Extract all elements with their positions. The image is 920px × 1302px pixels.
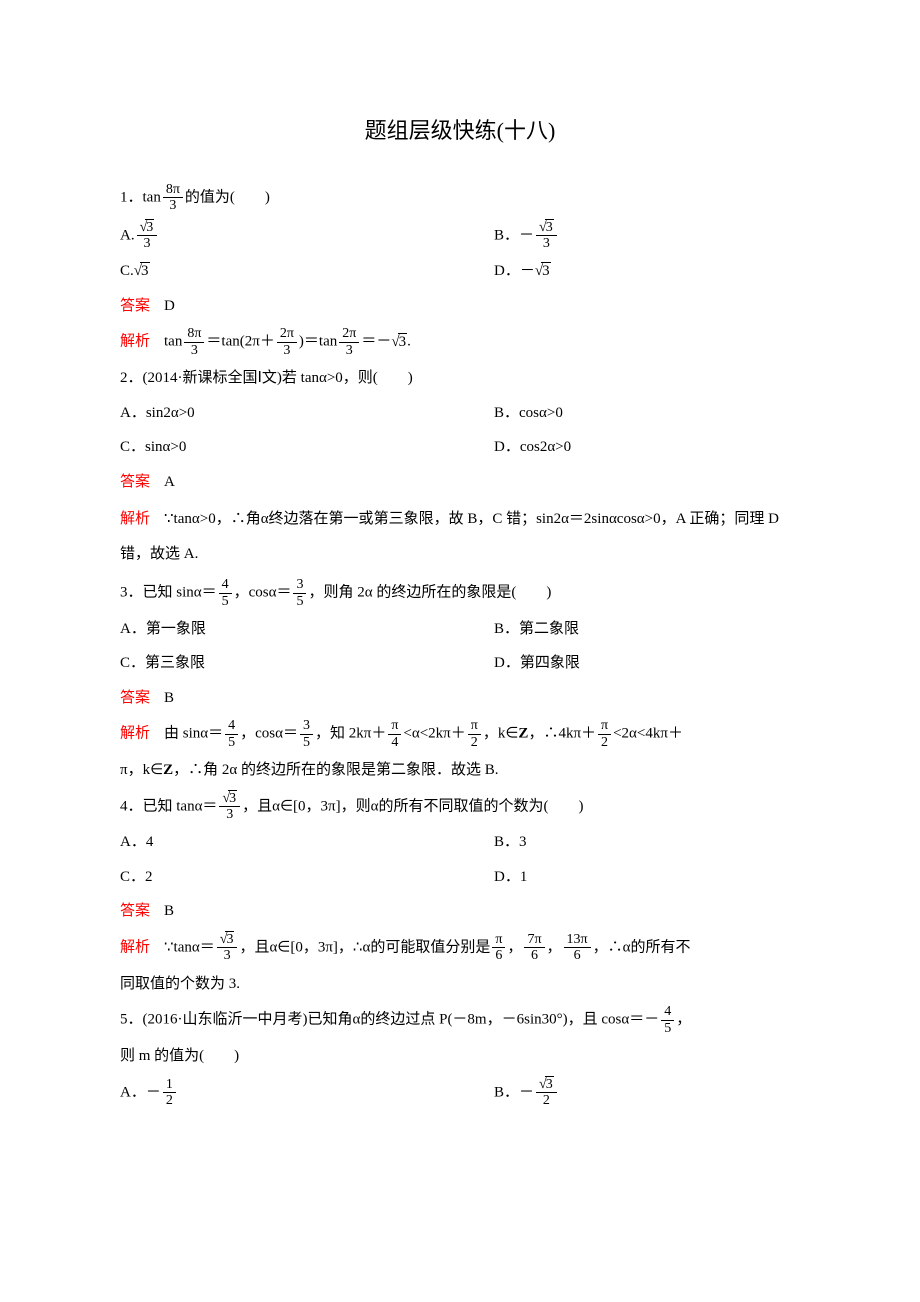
q2-options-row1: A．sin2α>0 B．cosα>0 (120, 399, 800, 428)
q2-answer: 答案A (120, 468, 800, 497)
answer-label: 答案 (120, 474, 150, 490)
answer-label: 答案 (120, 298, 150, 314)
q4-optB: B．3 (494, 828, 800, 857)
q1-optD: D．－3 (494, 257, 800, 286)
q3-options-row1: A．第一象限 B．第二象限 (120, 615, 800, 644)
q1-tail: 的值为( ) (185, 189, 270, 205)
q4-optD: D．1 (494, 863, 800, 892)
q2-optC: C．sinα>0 (120, 433, 494, 462)
analysis-label: 解析 (120, 511, 150, 527)
analysis-label: 解析 (120, 726, 150, 742)
q2-options-row2: C．sinα>0 D．cos2α>0 (120, 433, 800, 462)
q5-stem-l2: 则 m 的值为( ) (120, 1042, 800, 1071)
q5-optA: A．－12 (120, 1077, 494, 1109)
q1-answer: 答案D (120, 292, 800, 321)
question-1: 1．tan8π3的值为( ) A.33 B．－33 C.3 D．－3 答案D 解… (120, 182, 800, 358)
q2-optB: B．cosα>0 (494, 399, 800, 428)
q4-options-row1: A．4 B．3 (120, 828, 800, 857)
page-title: 题组层级快练(十八) (120, 110, 800, 152)
q4-analysis-l1: 解析∵tanα＝33，且α∈[0，3π]，∴α的可能取值分别是π6，7π6，13… (120, 932, 800, 964)
q3-optD: D．第四象限 (494, 649, 800, 678)
question-2: 2．(2014·新课标全国Ⅰ文)若 tanα>0，则( ) A．sin2α>0 … (120, 364, 800, 571)
q3-options-row2: C．第三象限 D．第四象限 (120, 649, 800, 678)
question-4: 4．已知 tanα＝33，且α∈[0，3π]，则α的所有不同取值的个数为( ) … (120, 791, 800, 999)
answer-label: 答案 (120, 903, 150, 919)
q1-optA: A.33 (120, 220, 494, 252)
q2-optA: A．sin2α>0 (120, 399, 494, 428)
q5-options-row1: A．－12 B．－32 (120, 1077, 800, 1109)
q3-stem: 3．已知 sinα＝45，cosα＝35，则角 2α 的终边所在的象限是( ) (120, 577, 800, 609)
q1-options-row2: C.3 D．－3 (120, 257, 800, 286)
q5-optB: B．－32 (494, 1077, 800, 1109)
analysis-label: 解析 (120, 939, 150, 955)
q2-analysis: 解析∵tanα>0，∴角α终边落在第一或第三象限，故 B，C 错；sin2α＝2… (120, 502, 800, 571)
answer-label: 答案 (120, 690, 150, 706)
q2-optD: D．cos2α>0 (494, 433, 800, 462)
analysis-label: 解析 (120, 334, 150, 350)
q5-stem-l1: 5．(2016·山东临沂一中月考)已知角α的终边过点 P(－8m，－6sin30… (120, 1004, 800, 1036)
q3-optC: C．第三象限 (120, 649, 494, 678)
q1-frac: 8π3 (163, 182, 183, 214)
q1-optB: B．－33 (494, 220, 800, 252)
q1-analysis: 解析tan8π3＝tan(2π＋2π3)＝tan2π3＝－3. (120, 326, 800, 358)
q3-analysis-l1: 解析由 sinα＝45，cosα＝35，知 2kπ＋π4<α<2kπ＋π2，k∈… (120, 718, 800, 750)
q1-optC: C.3 (120, 257, 494, 286)
q4-stem: 4．已知 tanα＝33，且α∈[0，3π]，则α的所有不同取值的个数为( ) (120, 791, 800, 823)
q3-optB: B．第二象限 (494, 615, 800, 644)
q3-analysis-l2: π，k∈Z，∴角 2α 的终边所在的象限是第二象限．故选 B. (120, 756, 800, 785)
q3-optA: A．第一象限 (120, 615, 494, 644)
q4-answer: 答案B (120, 897, 800, 926)
q1-stem: 1．tan8π3的值为( ) (120, 182, 800, 214)
question-5: 5．(2016·山东临沂一中月考)已知角α的终边过点 P(－8m，－6sin30… (120, 1004, 800, 1108)
q4-optC: C．2 (120, 863, 494, 892)
question-3: 3．已知 sinα＝45，cosα＝35，则角 2α 的终边所在的象限是( ) … (120, 577, 800, 785)
q1-prefix: 1．tan (120, 189, 161, 205)
q4-options-row2: C．2 D．1 (120, 863, 800, 892)
q3-answer: 答案B (120, 684, 800, 713)
q4-optA: A．4 (120, 828, 494, 857)
q1-options-row1: A.33 B．－33 (120, 220, 800, 252)
q2-stem: 2．(2014·新课标全国Ⅰ文)若 tanα>0，则( ) (120, 364, 800, 393)
q4-analysis-l2: 同取值的个数为 3. (120, 970, 800, 999)
